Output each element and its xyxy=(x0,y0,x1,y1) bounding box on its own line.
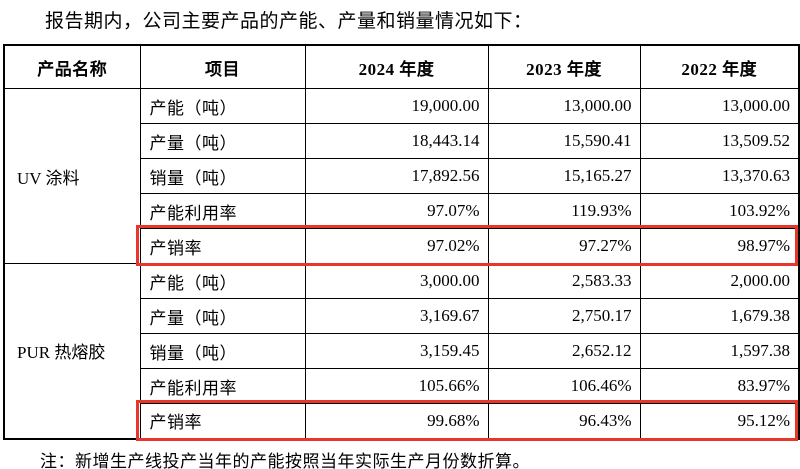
value-cell: 2,652.12 xyxy=(487,333,641,369)
document-title: 报告期内，公司主要产品的产能、产量和销量情况如下： xyxy=(45,11,533,32)
metric-label-cell: 销量（吨） xyxy=(139,158,306,194)
value-cell: 95.12% xyxy=(639,403,800,439)
value-cell: 2,583.33 xyxy=(487,263,641,299)
value-cell: 15,590.41 xyxy=(487,123,641,159)
data-table: 产品名称 项目 2024 年度 2023 年度 2022 年度 UV 涂料 产能… xyxy=(3,44,800,440)
table-row-uv-sales-ratio: 产销率 97.02% 97.27% 98.97% xyxy=(4,228,800,264)
value-cell: 97.02% xyxy=(304,228,489,264)
value-cell: 15,165.27 xyxy=(487,158,641,194)
value-cell: 119.93% xyxy=(487,193,641,229)
value-cell: 13,509.52 xyxy=(639,123,800,159)
table-row-uv-sales: 销量（吨） 17,892.56 15,165.27 13,370.63 xyxy=(4,158,800,194)
table-row-uv-capacity: UV 涂料 产能（吨） 19,000.00 13,000.00 13,000.0… xyxy=(3,88,800,264)
metric-label-cell: 产能利用率 xyxy=(139,368,306,404)
value-cell: 13,000.00 xyxy=(487,88,641,124)
capacity-output-sales-table: 产品名称 项目 2024 年度 2023 年度 2022 年度 UV 涂料 产能… xyxy=(3,44,800,441)
value-cell: 1,679.38 xyxy=(639,298,800,334)
table-row-pur-output: 产量（吨） 3,169.67 2,750.17 1,679.38 xyxy=(4,298,800,334)
metric-label-cell: 产能（吨） xyxy=(139,263,306,299)
value-cell: 105.66% xyxy=(304,368,489,404)
metric-label-cell: 产销率 xyxy=(139,403,306,439)
value-cell: 3,000.00 xyxy=(304,263,489,299)
value-cell: 3,159.45 xyxy=(304,333,489,369)
value-cell: 2,750.17 xyxy=(487,298,641,334)
metric-label-cell: 产能（吨） xyxy=(139,88,306,124)
header-year-2023: 2023 年度 xyxy=(487,44,641,89)
value-cell: 99.68% xyxy=(304,403,489,439)
header-item: 项目 xyxy=(139,44,306,89)
metric-label-cell: 销量（吨） xyxy=(139,333,306,369)
table-row-uv-output: 产量（吨） 18,443.14 15,590.41 13,509.52 xyxy=(4,123,800,159)
value-cell: 96.43% xyxy=(487,403,641,439)
value-cell: 2,000.00 xyxy=(639,263,800,299)
table-row-uv-utilization: 产能利用率 97.07% 119.93% 103.92% xyxy=(4,193,800,229)
value-cell: 17,892.56 xyxy=(304,158,489,194)
metric-label-cell: 产能利用率 xyxy=(139,193,306,229)
value-cell: 19,000.00 xyxy=(304,88,489,124)
metric-label-cell: 产销率 xyxy=(139,228,306,264)
value-cell: 1,597.38 xyxy=(639,333,800,369)
header-year-2022: 2022 年度 xyxy=(639,44,800,89)
header-product-name: 产品名称 xyxy=(3,44,141,89)
value-cell: 3,169.67 xyxy=(304,298,489,334)
value-cell: 13,370.63 xyxy=(639,158,800,194)
value-cell: 106.46% xyxy=(487,368,641,404)
product-name-cell-uv: UV 涂料 xyxy=(3,88,141,264)
value-cell: 97.07% xyxy=(304,193,489,229)
header-year-2024: 2024 年度 xyxy=(304,44,489,89)
value-cell: 103.92% xyxy=(639,193,800,229)
footnote: 注：新增生产线投产当年的产能按照当年实际生产月份数折算。 xyxy=(40,451,530,469)
metric-label-cell: 产量（吨） xyxy=(139,298,306,334)
value-cell: 18,443.14 xyxy=(304,123,489,159)
table-row-pur-sales: 销量（吨） 3,159.45 2,652.12 1,597.38 xyxy=(4,333,800,369)
metric-label-cell: 产量（吨） xyxy=(139,123,306,159)
table-row-pur-utilization: 产能利用率 105.66% 106.46% 83.97% xyxy=(4,368,800,404)
value-cell: 83.97% xyxy=(639,368,800,404)
product-name-cell-pur: PUR 热熔胶 xyxy=(3,263,141,439)
value-cell: 13,000.00 xyxy=(639,88,800,124)
value-cell: 98.97% xyxy=(639,228,800,264)
value-cell: 97.27% xyxy=(487,228,641,264)
table-row-pur-sales-ratio: 产销率 99.68% 96.43% 95.12% xyxy=(4,403,800,439)
table-header-row: 产品名称 项目 2024 年度 2023 年度 2022 年度 xyxy=(3,44,800,89)
table-row-pur-capacity: PUR 热熔胶 产能（吨） 3,000.00 2,583.33 2,000.00 xyxy=(3,263,800,439)
